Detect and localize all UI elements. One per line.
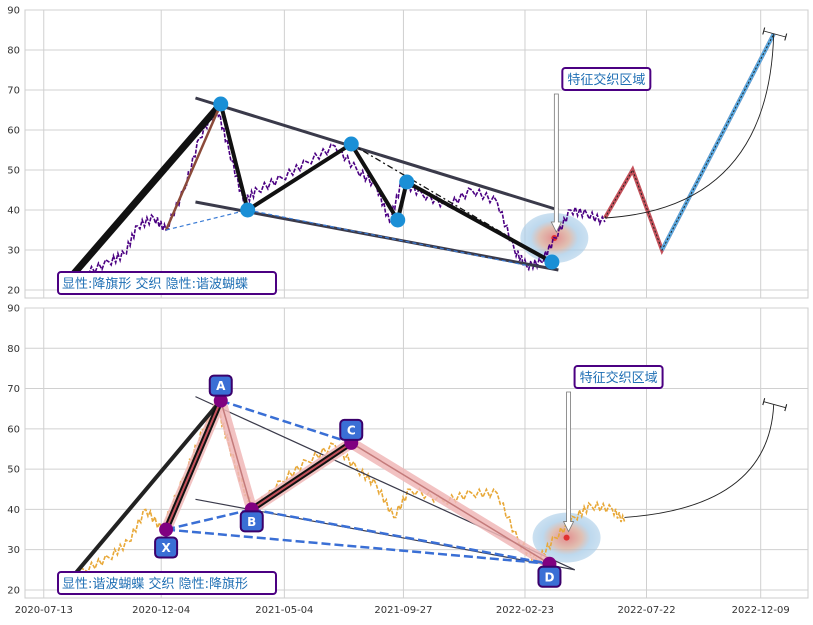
plot-area [24,9,809,299]
pivot-point [213,96,229,112]
zone-arrow [550,93,562,233]
plot-area [24,307,809,599]
x-tick-label: 2022-07-22 [617,605,675,616]
zone-arrow [562,391,575,533]
zone-label-box [573,365,664,389]
y-tick-label: 20 [7,286,20,297]
pivot-point [390,212,406,228]
flag-boundary-line [195,96,559,212]
zone-label: 特征交织区域 [580,370,658,386]
pivot-point [343,136,359,152]
harmonic-leg [65,399,223,586]
x-tick-label: 2021-05-04 [255,605,313,616]
y-tick-label: 30 [7,246,20,257]
zone-label: 特征交织区域 [567,72,645,88]
pattern-label: 显性:谐波蝴蝶 交织 隐性:降旗形 [62,576,248,592]
pattern-label-box [57,571,277,595]
bottom-panel: 20 30 40 50 60 70 80 90 2020-07-13 2020-12-04 2021… [7,304,809,616]
harmonic-point [159,522,174,537]
zone-center-point [563,534,570,541]
y-tick-label: 40 [7,206,20,217]
x-tick-label: 2022-02-23 [496,605,554,616]
arc-cap [762,27,788,41]
flag-boundary-line [195,200,559,272]
y-tick-label: 60 [7,424,20,435]
harmonic-label: A [216,379,226,393]
thin-helper [406,181,553,263]
y-tick-label: 60 [7,126,20,137]
y-tick-label: 80 [7,46,20,57]
y-tick-label: 30 [7,545,20,556]
dashdot-helper [350,143,553,263]
arc-cap [762,398,788,412]
harmonic-label-box [154,536,179,559]
price-line [58,105,606,290]
harmonic-point [213,393,228,408]
x-tick-label: 2020-12-04 [132,605,190,616]
y-tick-label: 90 [7,6,20,17]
harmonic-label: B [247,515,256,529]
y-tick-label: 70 [7,384,20,395]
harmonic-leg [220,400,253,510]
harmonic-dashed [220,399,352,445]
harmonic-label: D [544,570,554,584]
y-tick-label: 50 [7,465,20,476]
zone-label-box [561,67,652,91]
harmonic-leg-inner [251,442,352,511]
zigzag-segment [218,102,250,212]
x-tick-label: 2022-12-09 [732,605,790,616]
price-line [58,403,626,589]
harmonic-dashed [251,508,550,565]
harmonic-leg-inner [165,400,222,530]
pattern-label-box [57,271,277,295]
y-tick-label: 20 [7,585,20,596]
harmonic-label: C [347,423,356,437]
harmonic-label-box [339,418,364,441]
y-tick-label: 40 [7,505,20,516]
forecast-arc [604,33,775,219]
harmonic-label: X [161,541,171,555]
harmonic-leg [164,103,222,231]
y-tick-label: 90 [7,304,20,315]
forecast-arc [624,404,775,518]
pattern-label: 显性:降旗形 交织 隐性:谐波蝴蝶 [62,276,248,292]
zigzag-segment [63,100,225,286]
harmonic-dashed [165,508,253,531]
harmonic-label-box [537,565,562,588]
harmonic-label-box [239,510,264,533]
harmonic-label-box [208,374,233,397]
harmonic-dashed [165,528,550,566]
zigzag-segment [245,142,354,212]
pivot-point [544,254,560,270]
x-tick-label: 2021-09-27 [374,605,432,616]
pivot-point [399,174,415,190]
harmonic-leg [350,442,550,565]
pivot-point [240,202,256,218]
y-tick-label: 50 [7,166,20,177]
y-tick-label: 70 [7,86,20,97]
zigzag-segment [349,142,400,222]
y-tick-label: 80 [7,344,20,355]
dashed-helper [247,209,530,267]
x-tick-label: 2020-07-13 [15,605,73,616]
